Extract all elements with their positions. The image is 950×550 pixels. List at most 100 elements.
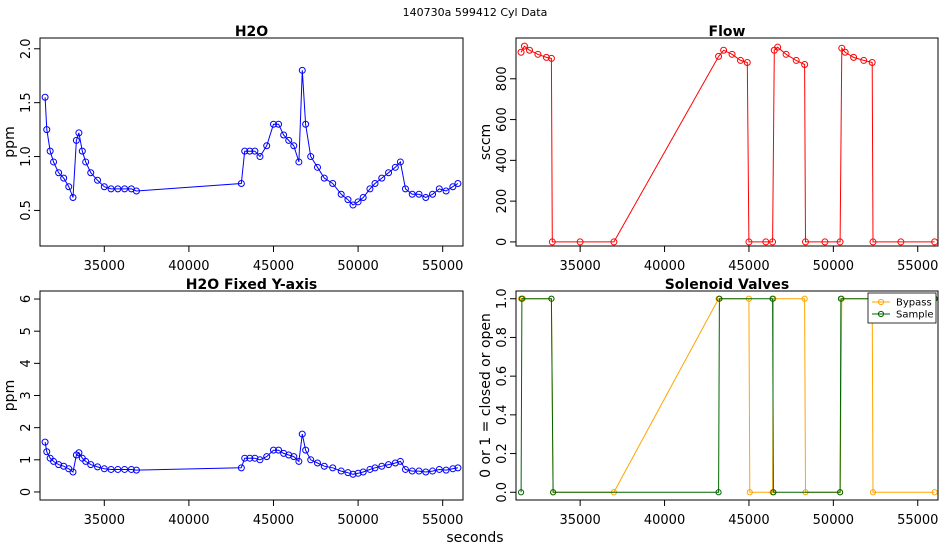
data-point	[897, 238, 905, 246]
data-point	[132, 466, 140, 474]
data-point	[401, 465, 409, 473]
y-tick-label: 2.0	[19, 38, 34, 59]
data-point	[94, 176, 102, 184]
data-point	[121, 185, 129, 193]
panel-flow: Flow 35000 40000 45000 50000 55000 0 200 400 600 8…	[478, 24, 939, 274]
data-point	[275, 120, 283, 128]
data-point	[50, 457, 58, 465]
series-line	[521, 298, 935, 493]
panel-h2o: H2O 35000 40000 45000 50000 55000 0.5 1.0 1.5 2.0…	[2, 24, 464, 274]
data-point	[87, 461, 95, 469]
data-point	[100, 183, 108, 191]
data-point	[114, 465, 122, 473]
data-point	[931, 238, 939, 246]
data-point	[320, 462, 328, 470]
data-point	[435, 185, 443, 193]
series-line	[44, 70, 459, 206]
data-point	[107, 185, 115, 193]
data-point	[548, 238, 556, 246]
data-point	[246, 147, 254, 155]
data-point	[344, 196, 352, 204]
data-point	[237, 464, 245, 472]
y-tick-label: 800	[495, 66, 510, 91]
y-tick-label: 1.0	[495, 288, 510, 309]
y-tick-label: 3	[19, 391, 34, 399]
y-tick-label: 200	[495, 189, 510, 214]
y-tick-label: 1.5	[19, 92, 34, 113]
data-point	[337, 467, 345, 475]
y-tick-label: 1	[19, 456, 34, 464]
data-point	[415, 467, 423, 475]
panel-title: Solenoid Valves	[665, 277, 790, 293]
data-point	[132, 187, 140, 195]
x-tick-label: 40000	[644, 513, 685, 528]
x-tick-label: 35000	[84, 513, 125, 528]
data-point	[401, 185, 409, 193]
data-point	[534, 50, 542, 58]
data-point	[349, 470, 357, 478]
series-line	[520, 298, 935, 493]
data-point	[782, 50, 790, 58]
data-point	[307, 153, 315, 161]
data-point	[41, 93, 49, 101]
data-point	[821, 238, 829, 246]
y-tick-label: 600	[495, 107, 510, 132]
data-point	[295, 457, 303, 465]
data-point	[518, 295, 526, 302]
figure-xlabel: seconds	[446, 530, 503, 546]
x-tick-label: 55000	[422, 259, 463, 274]
y-tick-label: 2	[19, 424, 34, 432]
data-point	[769, 295, 776, 302]
data-point	[298, 66, 306, 74]
data-point	[344, 469, 352, 477]
y-tick-label: 6	[19, 295, 34, 303]
x-tick-label: 45000	[253, 259, 294, 274]
y-tick-label: 0.0	[495, 482, 510, 503]
data-point	[366, 185, 374, 193]
data-point	[275, 446, 283, 454]
data-point	[792, 56, 800, 64]
data-point	[442, 187, 450, 195]
x-tick-label: 55000	[897, 259, 938, 274]
data-point	[75, 449, 83, 457]
x-tick-label: 50000	[337, 513, 378, 528]
data-point	[408, 190, 416, 198]
x-tick-label: 45000	[728, 513, 769, 528]
data-point	[547, 54, 555, 62]
data-point	[841, 48, 849, 56]
data-point	[408, 467, 416, 475]
data-point	[396, 158, 404, 166]
data-point	[43, 448, 51, 456]
data-point	[422, 468, 430, 476]
data-point	[87, 169, 95, 177]
data-point	[65, 183, 73, 191]
data-point	[746, 489, 753, 496]
x-tick-label: 35000	[84, 259, 125, 274]
data-point	[716, 295, 723, 302]
data-point	[100, 465, 108, 473]
data-point	[610, 238, 618, 246]
data-point	[869, 238, 877, 246]
data-point	[745, 238, 753, 246]
data-point	[246, 454, 254, 462]
data-point	[50, 158, 58, 166]
y-axis-label: 0 or 1 = closed or open	[478, 313, 494, 478]
data-point	[774, 43, 782, 51]
data-point	[429, 190, 437, 198]
data-point	[82, 158, 90, 166]
data-point	[542, 53, 550, 61]
data-point	[69, 194, 77, 202]
data-point	[285, 136, 293, 144]
data-point	[82, 457, 90, 465]
data-point	[285, 451, 293, 459]
data-point	[72, 136, 80, 144]
x-tick-label: 35000	[559, 259, 600, 274]
x-tick-label: 40000	[168, 513, 209, 528]
data-point	[868, 58, 876, 66]
data-point	[737, 56, 745, 64]
data-point	[517, 489, 525, 496]
data-point	[801, 295, 808, 302]
data-point	[435, 465, 443, 473]
data-point	[307, 456, 315, 464]
data-point	[728, 50, 736, 58]
